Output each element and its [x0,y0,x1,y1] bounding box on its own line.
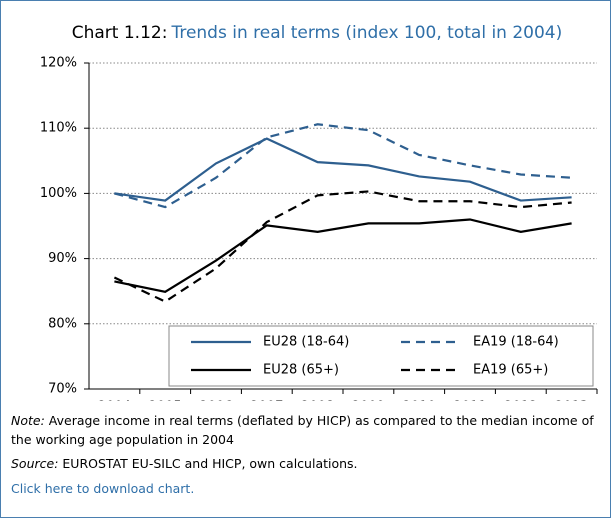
legend-label: EU28 (18-64) [263,335,349,350]
source-label: Source: [11,456,59,471]
legend-label: EA19 (18-64) [473,335,559,350]
series-line [114,137,572,202]
source: Source: EUROSTAT EU-SILC and HICP, own c… [11,454,601,473]
series-line [113,190,572,303]
x-tick-label: 2013 [555,400,588,402]
chart-title: Chart 1.12: Trends in real terms (index 1… [72,23,563,43]
y-tick-label: 120% [40,56,77,71]
title-label: Chart 1.12: [72,23,168,43]
y-tick-label: 80% [48,316,77,331]
y-tick-label: 70% [48,382,77,397]
series-line [114,218,572,294]
x-tick-label: 2008 [301,400,334,402]
legend-label: EA19 (65+) [473,363,548,378]
x-tick-label: 2009 [352,400,385,402]
x-tick-label: 2010 [403,400,436,402]
chart: Chart 1.12: Trends in real terms (index 1… [40,23,598,415]
legend-box [168,325,594,387]
note: Note: Average income in real terms (defl… [11,411,601,449]
legend-label: EU28 (65+) [263,363,339,378]
y-tick-label: 90% [48,251,77,266]
x-tick-label: 2005 [149,400,182,402]
x-tick-label: 2012 [504,400,537,402]
series-line [114,123,572,209]
source-text: EUROSTAT EU-SILC and HICP, own calculati… [62,456,358,471]
title-text: Trends in real terms (index 100, total i… [170,23,562,43]
note-text: Average income in real terms (deflated b… [11,413,594,447]
y-tick-label: 110% [40,121,77,136]
x-tick-label: 2004 [98,400,131,402]
x-tick-label: 2007 [250,400,283,402]
y-tick-label: 100% [40,186,77,201]
download-link[interactable]: Click here to download chart. [11,481,195,496]
x-tick-label: 2011 [453,400,486,402]
note-label: Note: [11,413,45,428]
x-tick-label: 2006 [199,400,232,402]
